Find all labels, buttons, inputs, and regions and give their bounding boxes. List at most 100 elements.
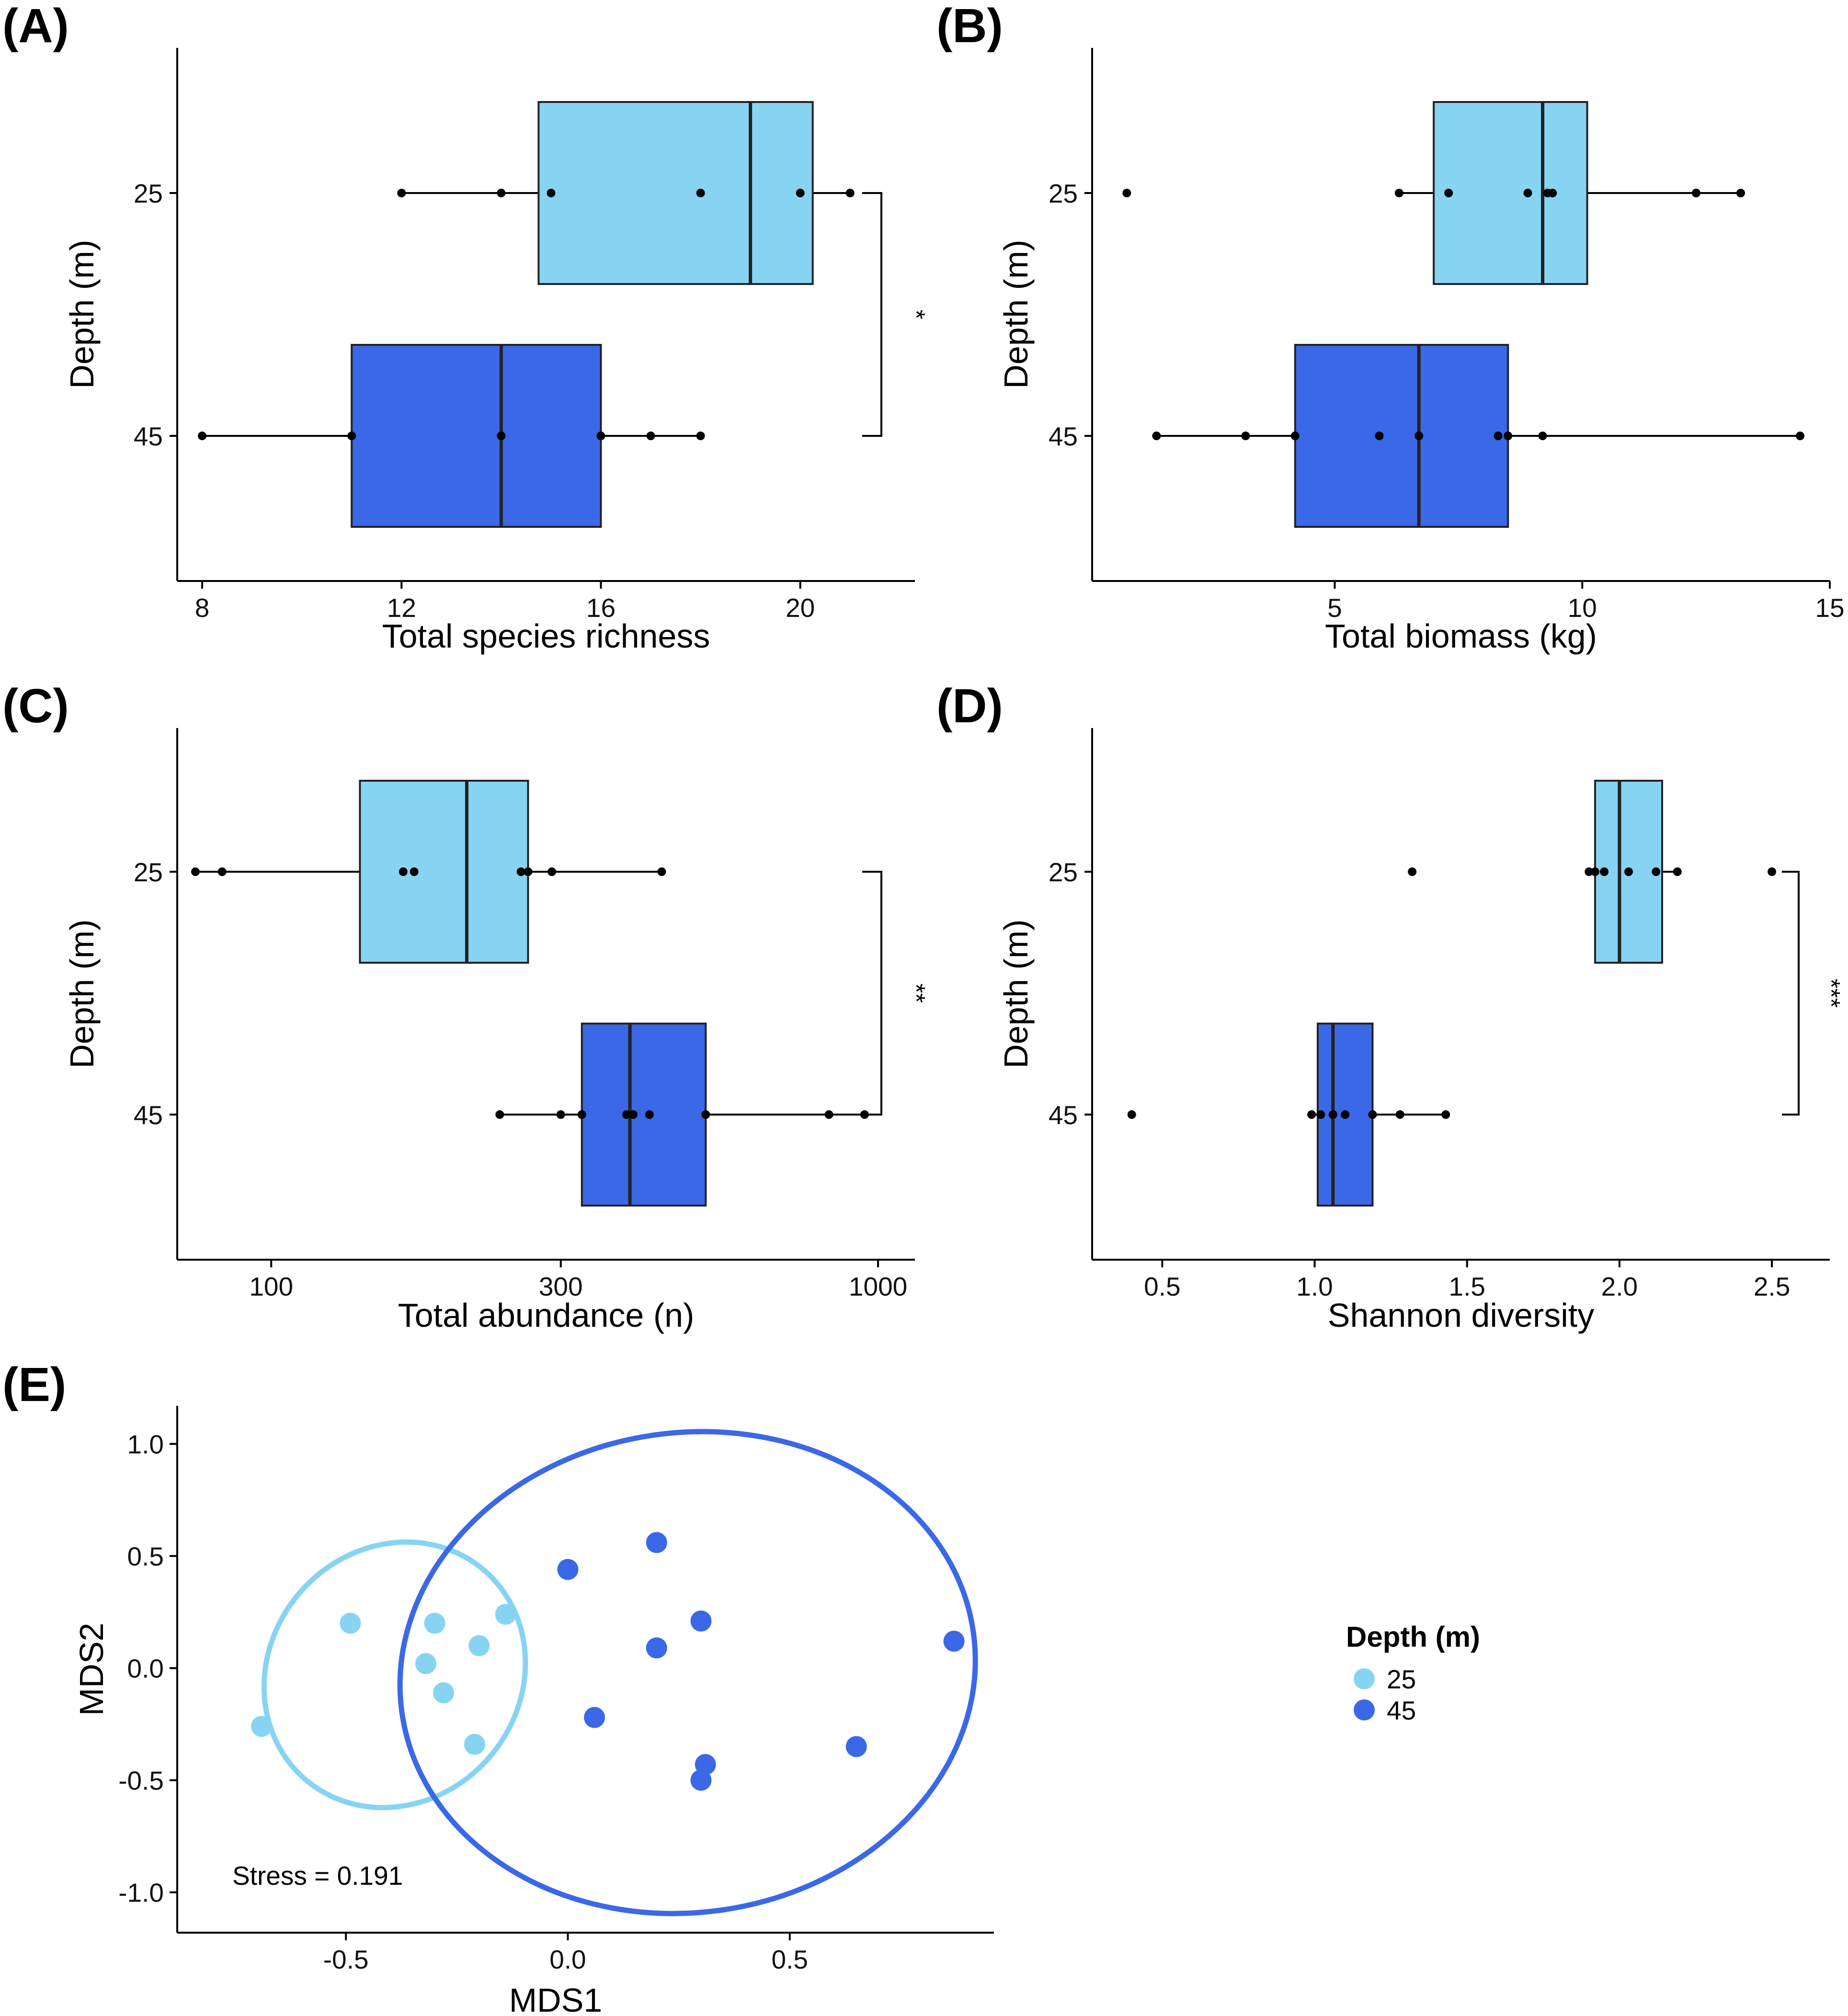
x-tick-label: 0.0 bbox=[549, 1945, 586, 1974]
data-point bbox=[424, 1613, 445, 1634]
data-point bbox=[1341, 1110, 1350, 1119]
panel-d: (D) 0.5 1.0 1.5 2.0 2.5 25 45 Shannon diversity D… bbox=[936, 679, 1845, 1334]
x-tick-label: 5 bbox=[1327, 593, 1342, 623]
significance-bracket bbox=[862, 192, 882, 437]
data-point bbox=[1494, 432, 1503, 440]
y-tick-label: 25 bbox=[1049, 857, 1078, 887]
data-point bbox=[347, 432, 356, 440]
legend-title: Depth (m) bbox=[1346, 1621, 1480, 1653]
panel-b: (B) 5 10 15 25 45 Total biomass (kg) Depth (m) bbox=[936, 0, 1845, 655]
data-point bbox=[1122, 189, 1131, 197]
box-25 bbox=[191, 780, 666, 964]
data-point bbox=[191, 867, 200, 876]
data-point bbox=[701, 1110, 710, 1119]
y-axis-title: Depth (m) bbox=[63, 239, 101, 388]
x-tick-label: 12 bbox=[387, 593, 416, 623]
confidence-ellipse bbox=[397, 1429, 978, 1916]
iqr-box bbox=[537, 101, 814, 285]
iqr-box bbox=[1433, 101, 1588, 285]
x-axis-title: MDS1 bbox=[509, 1982, 602, 2016]
y-axis-title: MDS2 bbox=[73, 1623, 110, 1716]
data-point bbox=[1328, 1110, 1337, 1119]
iqr-box bbox=[359, 780, 529, 964]
confidence-ellipse bbox=[261, 1539, 528, 1811]
data-point bbox=[557, 1559, 579, 1580]
data-point bbox=[556, 1110, 565, 1119]
data-point bbox=[1127, 1110, 1136, 1119]
y-tick-label: 45 bbox=[1049, 421, 1078, 451]
data-point bbox=[495, 1110, 504, 1119]
data-point bbox=[1795, 432, 1804, 440]
x-axis-title: Total abundance (n) bbox=[398, 1297, 695, 1334]
x-tick-label: 20 bbox=[786, 593, 815, 623]
data-point bbox=[629, 1110, 638, 1119]
panel-c: (C) 100 300 1000 25 45 Total abundance (n) Dept… bbox=[2, 679, 930, 1334]
data-point bbox=[943, 1630, 965, 1652]
box-25 bbox=[1408, 780, 1777, 964]
iqr-box bbox=[581, 1023, 707, 1207]
data-point bbox=[690, 1610, 712, 1632]
data-point bbox=[495, 1604, 516, 1625]
x-tick-label: 2.5 bbox=[1754, 1272, 1790, 1301]
data-point bbox=[397, 189, 406, 197]
data-point bbox=[1652, 867, 1661, 876]
legend-label: 25 bbox=[1387, 1664, 1416, 1694]
data-point bbox=[1444, 189, 1453, 197]
data-point bbox=[433, 1682, 454, 1704]
data-point bbox=[1394, 189, 1403, 197]
significance-bracket bbox=[862, 871, 882, 1116]
x-tick-label: -0.5 bbox=[323, 1945, 369, 1974]
data-point bbox=[516, 867, 525, 876]
data-point bbox=[577, 1110, 586, 1119]
x-tick-label: 0.5 bbox=[1144, 1272, 1180, 1301]
y-tick-label: 25 bbox=[134, 179, 163, 208]
x-tick-label: 0.5 bbox=[772, 1945, 808, 1974]
box-45 bbox=[495, 1023, 869, 1207]
data-point bbox=[645, 1110, 654, 1119]
x-tick-label: 300 bbox=[539, 1272, 583, 1301]
legend-label: 45 bbox=[1387, 1696, 1416, 1725]
y-tick-label: 25 bbox=[134, 857, 163, 887]
data-point bbox=[340, 1613, 361, 1634]
data-point bbox=[696, 432, 705, 440]
data-point bbox=[410, 867, 419, 876]
box-45 bbox=[1152, 344, 1804, 528]
x-tick-label: 10 bbox=[1568, 593, 1597, 623]
panel-letter: (B) bbox=[936, 0, 1003, 53]
data-point bbox=[1768, 867, 1777, 876]
x-tick-label: 1000 bbox=[849, 1272, 907, 1301]
iqr-box bbox=[1294, 344, 1509, 528]
panel-letter: (E) bbox=[2, 1358, 66, 1412]
data-point bbox=[845, 1736, 867, 1757]
x-tick-label: 100 bbox=[249, 1272, 293, 1301]
data-point bbox=[217, 867, 227, 876]
legend-swatch bbox=[1354, 1699, 1375, 1720]
significance-label: *** bbox=[1817, 979, 1845, 1008]
data-point bbox=[796, 189, 805, 197]
data-point bbox=[622, 1110, 631, 1119]
x-axis-title: Total species richness bbox=[382, 617, 710, 655]
data-point bbox=[1241, 432, 1250, 440]
data-point bbox=[1368, 1110, 1377, 1119]
data-point bbox=[596, 432, 605, 440]
data-point bbox=[198, 432, 207, 440]
data-point bbox=[1736, 189, 1745, 197]
data-point bbox=[1307, 1110, 1316, 1119]
data-point bbox=[251, 1716, 273, 1737]
y-axis-title: Depth (m) bbox=[997, 919, 1035, 1068]
iqr-box bbox=[351, 344, 602, 528]
data-point bbox=[646, 1637, 667, 1659]
data-point bbox=[1441, 1110, 1450, 1119]
data-point bbox=[1538, 432, 1547, 440]
panel-letter: (A) bbox=[2, 0, 69, 53]
data-point bbox=[696, 189, 705, 197]
y-tick-label: 45 bbox=[134, 421, 163, 451]
x-tick-label: 8 bbox=[195, 593, 210, 623]
data-point bbox=[548, 867, 557, 876]
data-point bbox=[497, 432, 506, 440]
data-point bbox=[524, 867, 533, 876]
data-point bbox=[1591, 867, 1599, 876]
data-point bbox=[1152, 432, 1161, 440]
